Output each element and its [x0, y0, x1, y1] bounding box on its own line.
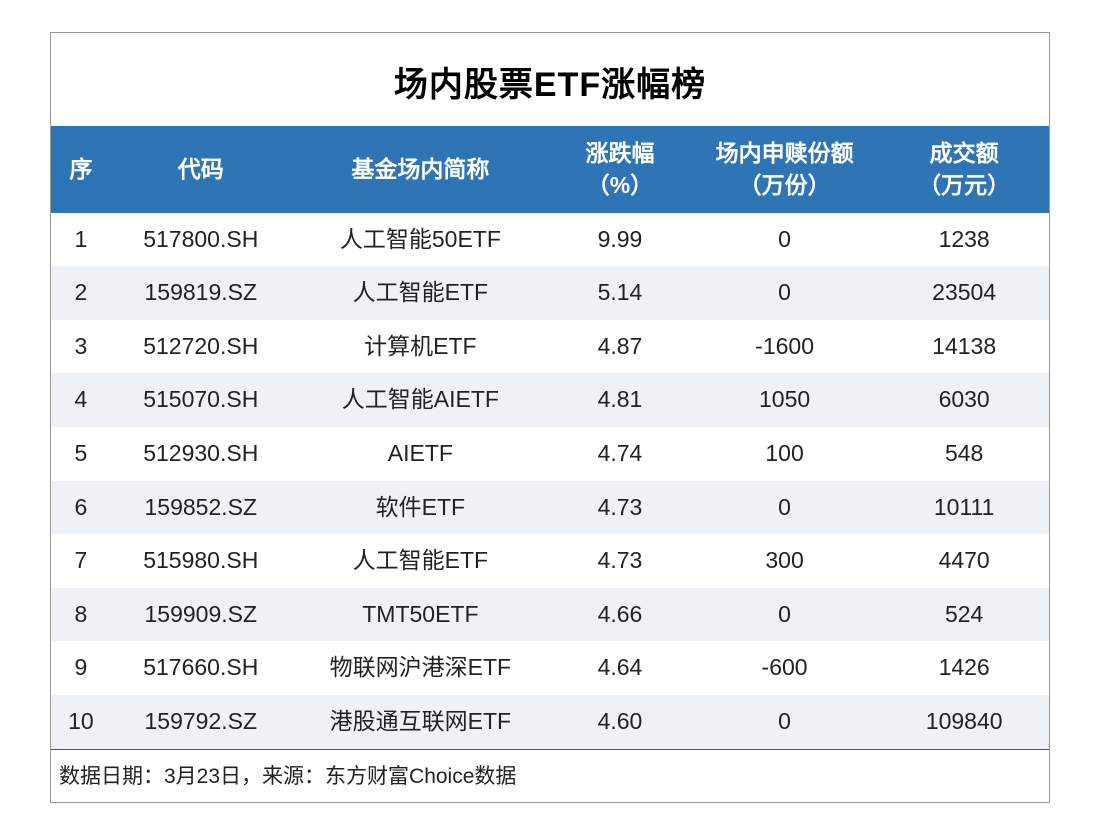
cell-change: 4.87 — [550, 320, 690, 374]
cell-volume: 23504 — [879, 266, 1049, 320]
cell-rank: 3 — [51, 320, 111, 374]
table-body: 1517800.SH人工智能50ETF9.99012382159819.SZ人工… — [51, 213, 1049, 749]
cell-name: AIETF — [291, 427, 550, 481]
col-header-volume: 成交额（万元） — [879, 126, 1049, 212]
cell-share: 100 — [690, 427, 879, 481]
cell-volume: 14138 — [879, 320, 1049, 374]
cell-code: 159852.SZ — [111, 481, 291, 535]
cell-name: 计算机ETF — [291, 320, 550, 374]
cell-volume: 109840 — [879, 695, 1049, 749]
col-header-name: 基金场内简称 — [291, 126, 550, 212]
cell-name: TMT50ETF — [291, 588, 550, 642]
cell-rank: 8 — [51, 588, 111, 642]
table-title: 场内股票ETF涨幅榜 — [51, 33, 1049, 126]
table-header: 序 代码 基金场内简称 涨跌幅（%） 场内申赎份额（万份） 成交额（万元） — [51, 126, 1049, 212]
cell-rank: 9 — [51, 641, 111, 695]
cell-volume: 524 — [879, 588, 1049, 642]
cell-rank: 2 — [51, 266, 111, 320]
table-row: 3512720.SH计算机ETF4.87-160014138 — [51, 320, 1049, 374]
cell-code: 159792.SZ — [111, 695, 291, 749]
col-header-rank: 序 — [51, 126, 111, 212]
table-row: 2159819.SZ人工智能ETF5.14023504 — [51, 266, 1049, 320]
data-source-footer: 数据日期：3月23日，来源：东方财富Choice数据 — [51, 749, 1049, 802]
cell-share: 0 — [690, 588, 879, 642]
cell-change: 4.74 — [550, 427, 690, 481]
cell-share: 0 — [690, 481, 879, 535]
cell-share: -1600 — [690, 320, 879, 374]
table-row: 7515980.SH人工智能ETF4.733004470 — [51, 534, 1049, 588]
cell-change: 4.64 — [550, 641, 690, 695]
cell-code: 515980.SH — [111, 534, 291, 588]
cell-code: 517800.SH — [111, 213, 291, 267]
col-header-share: 场内申赎份额（万份） — [690, 126, 879, 212]
cell-change: 4.81 — [550, 373, 690, 427]
cell-name: 软件ETF — [291, 481, 550, 535]
cell-share: 300 — [690, 534, 879, 588]
cell-volume: 1238 — [879, 213, 1049, 267]
etf-table-container: 场内股票ETF涨幅榜 序 代码 基金场内简称 涨跌幅（%） 场内申赎份额（万份）… — [50, 32, 1050, 802]
cell-code: 159819.SZ — [111, 266, 291, 320]
etf-table: 序 代码 基金场内简称 涨跌幅（%） 场内申赎份额（万份） 成交额（万元） 15… — [51, 126, 1049, 748]
cell-rank: 7 — [51, 534, 111, 588]
cell-code: 515070.SH — [111, 373, 291, 427]
cell-rank: 6 — [51, 481, 111, 535]
cell-share: 0 — [690, 695, 879, 749]
cell-rank: 10 — [51, 695, 111, 749]
cell-name: 人工智能AIETF — [291, 373, 550, 427]
cell-change: 9.99 — [550, 213, 690, 267]
table-row: 6159852.SZ软件ETF4.73010111 — [51, 481, 1049, 535]
cell-share: 1050 — [690, 373, 879, 427]
col-header-code: 代码 — [111, 126, 291, 212]
cell-rank: 4 — [51, 373, 111, 427]
cell-name: 人工智能ETF — [291, 266, 550, 320]
table-row: 5512930.SHAIETF4.74100548 — [51, 427, 1049, 481]
cell-share: -600 — [690, 641, 879, 695]
cell-name: 物联网沪港深ETF — [291, 641, 550, 695]
table-row: 8159909.SZTMT50ETF4.660524 — [51, 588, 1049, 642]
cell-change: 4.60 — [550, 695, 690, 749]
cell-volume: 4470 — [879, 534, 1049, 588]
cell-share: 0 — [690, 213, 879, 267]
table-row: 9517660.SH物联网沪港深ETF4.64-6001426 — [51, 641, 1049, 695]
cell-volume: 1426 — [879, 641, 1049, 695]
cell-volume: 548 — [879, 427, 1049, 481]
cell-change: 4.73 — [550, 481, 690, 535]
cell-code: 517660.SH — [111, 641, 291, 695]
cell-volume: 6030 — [879, 373, 1049, 427]
col-header-change: 涨跌幅（%） — [550, 126, 690, 212]
cell-code: 512720.SH — [111, 320, 291, 374]
cell-code: 512930.SH — [111, 427, 291, 481]
cell-change: 5.14 — [550, 266, 690, 320]
cell-name: 人工智能50ETF — [291, 213, 550, 267]
cell-volume: 10111 — [879, 481, 1049, 535]
cell-change: 4.73 — [550, 534, 690, 588]
table-row: 1517800.SH人工智能50ETF9.9901238 — [51, 213, 1049, 267]
cell-name: 人工智能ETF — [291, 534, 550, 588]
cell-rank: 5 — [51, 427, 111, 481]
cell-code: 159909.SZ — [111, 588, 291, 642]
cell-name: 港股通互联网ETF — [291, 695, 550, 749]
table-row: 10159792.SZ港股通互联网ETF4.600109840 — [51, 695, 1049, 749]
cell-change: 4.66 — [550, 588, 690, 642]
cell-rank: 1 — [51, 213, 111, 267]
table-row: 4515070.SH人工智能AIETF4.8110506030 — [51, 373, 1049, 427]
cell-share: 0 — [690, 266, 879, 320]
